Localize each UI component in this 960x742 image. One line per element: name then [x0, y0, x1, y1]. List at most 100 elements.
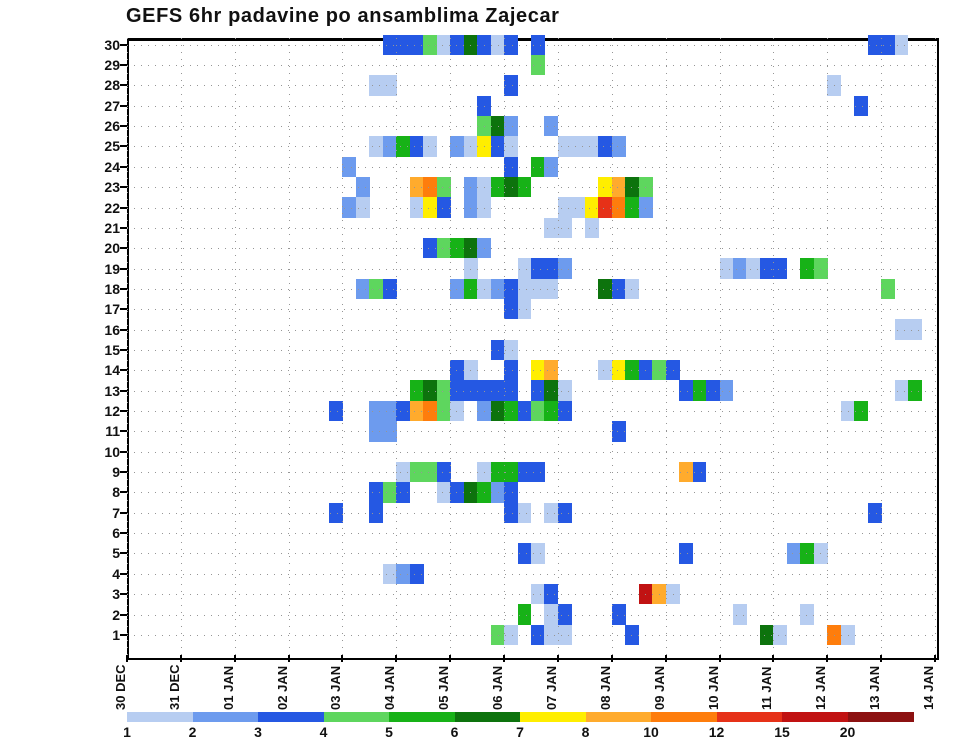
grid-line-vertical — [665, 38, 667, 655]
heatmap-cell — [504, 400, 518, 422]
legend-color-segment — [585, 712, 652, 722]
y-axis-tick — [120, 572, 127, 575]
y-axis-tick — [120, 511, 127, 514]
x-axis-tick — [341, 655, 344, 662]
heatmap-cell — [423, 197, 438, 218]
grid-line-horizontal — [127, 349, 935, 351]
grid-line-vertical — [611, 38, 613, 655]
heatmap-cell — [342, 197, 357, 218]
grid-line-horizontal — [127, 451, 935, 453]
grid-line-horizontal — [127, 411, 935, 412]
y-axis-tick — [120, 125, 127, 128]
legend-tick-label: 10 — [643, 724, 659, 740]
heatmap-cell — [355, 197, 370, 218]
heatmap-cell — [800, 604, 815, 625]
heatmap-cell — [544, 502, 559, 523]
y-axis-tick — [120, 206, 127, 209]
heatmap-cell — [436, 400, 451, 422]
legend-tick-label: 6 — [450, 724, 459, 740]
heatmap-cell — [625, 197, 640, 218]
y-tick-label: 24 — [104, 158, 120, 175]
heatmap-cell — [867, 502, 882, 523]
grid-line-vertical — [234, 38, 236, 655]
heatmap-cell — [517, 400, 532, 422]
legend-tick-label: 15 — [774, 724, 790, 740]
y-tick-label: 18 — [104, 280, 120, 297]
grid-line-horizontal — [127, 594, 935, 596]
y-axis-tick — [120, 410, 127, 412]
grid-line-horizontal — [127, 614, 935, 616]
y-axis-tick — [120, 369, 127, 372]
grid-line-horizontal — [127, 390, 935, 392]
x-tick-label: 05 JAN — [436, 665, 452, 710]
x-axis-tick — [772, 655, 775, 662]
grid-line-horizontal — [127, 370, 935, 372]
heatmap-cell — [329, 400, 343, 422]
legend-color-segment — [716, 712, 783, 722]
x-tick-label: 14 JAN — [921, 665, 936, 710]
y-tick-label: 14 — [104, 362, 120, 379]
x-tick-label: 09 JAN — [651, 665, 667, 710]
x-axis-tick — [233, 655, 236, 662]
grid-line-horizontal — [127, 44, 935, 46]
heatmap-cell — [450, 400, 465, 422]
grid-line-horizontal — [127, 634, 935, 636]
grid-line-vertical — [288, 38, 290, 655]
heatmap-cell — [571, 197, 586, 218]
heatmap-cell — [638, 197, 653, 218]
y-tick-label: 6 — [112, 525, 120, 542]
legend-color-segment — [127, 712, 193, 722]
heatmap-cell — [840, 400, 855, 422]
x-axis-tick — [503, 655, 506, 662]
heatmap-cell — [733, 604, 747, 625]
heatmap-cell — [517, 604, 532, 625]
grid-line-horizontal — [127, 248, 935, 250]
grid-line-vertical — [450, 38, 452, 655]
legend-color-segment — [782, 712, 848, 722]
legend-color-segment — [389, 712, 455, 722]
x-tick-label: 11 JAN — [759, 666, 775, 710]
y-axis-tick — [120, 226, 127, 229]
legend-color-segment — [520, 712, 586, 722]
grid-line-horizontal — [127, 105, 935, 107]
heatmap-cell — [854, 95, 869, 116]
heatmap-cell — [369, 400, 384, 422]
legend-color-segment — [454, 712, 521, 722]
grid-line-vertical — [773, 38, 775, 655]
heatmap-cell — [544, 604, 559, 625]
x-axis-tick — [449, 655, 452, 662]
chart-title: GEFS 6hr padavine po ansamblima Zajecar — [126, 5, 560, 27]
legend-tick-label: 20 — [839, 724, 856, 740]
y-axis-tick — [120, 165, 127, 168]
y-tick-label: 5 — [112, 545, 120, 562]
heatmap-cell — [504, 502, 518, 523]
x-axis-tick — [287, 655, 290, 662]
legend-tick-label: 7 — [516, 724, 524, 740]
y-tick-label: 20 — [104, 240, 120, 257]
grid-line-horizontal — [127, 573, 935, 575]
heatmap-cell — [598, 197, 613, 218]
y-tick-label: 17 — [104, 301, 120, 318]
grid-line-vertical — [396, 38, 398, 655]
y-tick-label: 25 — [104, 138, 120, 155]
legend-color-segment — [258, 712, 324, 722]
y-axis-tick — [120, 267, 127, 270]
y-tick-label: 2 — [112, 606, 120, 623]
legend-tick-label: 12 — [708, 724, 725, 740]
heatmap-cell — [557, 197, 572, 218]
heatmap-cell — [409, 400, 424, 422]
grid-line-horizontal — [127, 65, 935, 67]
x-axis-tick — [610, 655, 613, 662]
y-axis-tick — [120, 104, 127, 107]
heatmap-cell — [477, 400, 491, 422]
y-axis-tick — [120, 613, 127, 616]
y-axis-tick — [120, 247, 127, 250]
grid-line-horizontal — [127, 533, 935, 535]
x-tick-label: 31 DEC — [166, 664, 182, 710]
heatmap-cell — [409, 197, 424, 218]
y-tick-label: 19 — [104, 260, 120, 277]
x-tick-label: 12 JAN — [813, 665, 829, 710]
legend-tick-label: 2 — [188, 724, 197, 740]
grid-line-horizontal — [127, 553, 935, 555]
heatmap-cell — [517, 502, 532, 523]
